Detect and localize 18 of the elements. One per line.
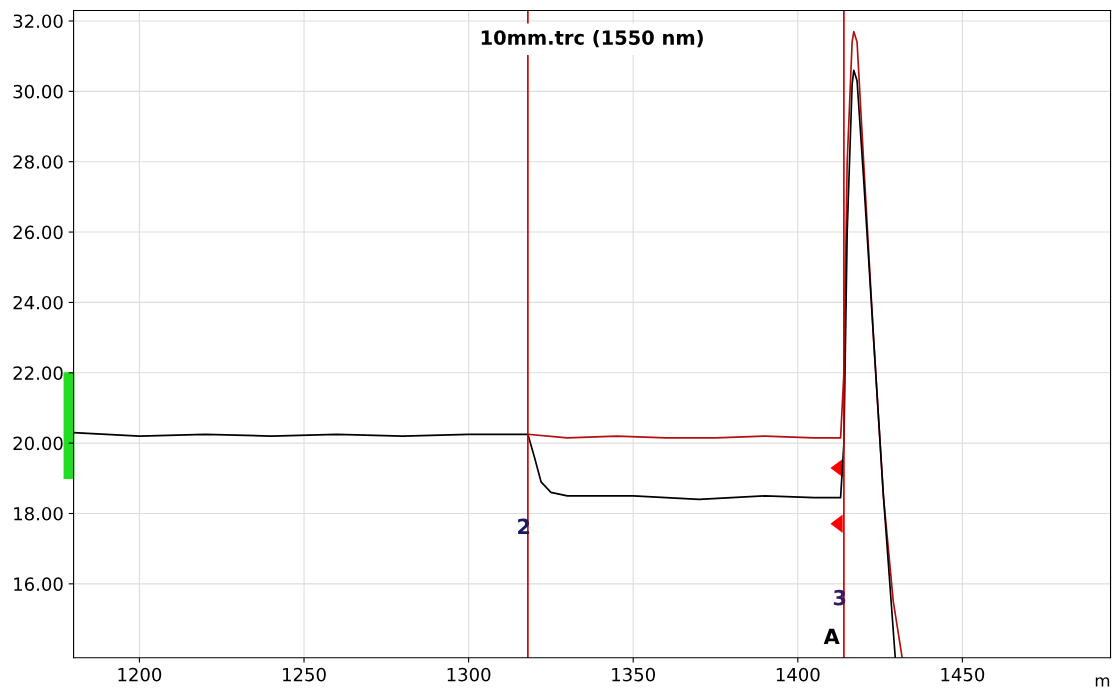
y-tick-label: 32.00 xyxy=(13,14,63,29)
x-tick-label: 1400 xyxy=(776,667,820,682)
x-tick-label: 1450 xyxy=(941,667,985,682)
x-tick-label: 1250 xyxy=(283,667,326,682)
annotation: A xyxy=(823,628,840,645)
y-tick-label: 20.00 xyxy=(13,436,63,451)
y-tick-label: 18.00 xyxy=(14,506,63,521)
x-tick-label: 1200 xyxy=(118,667,162,682)
y-tick-label: 28.00 xyxy=(13,155,63,169)
y-tick-label: 30.00 xyxy=(13,84,63,99)
x-axis-title: m xyxy=(1095,677,1110,687)
y-tick-label: 16.00 xyxy=(14,577,63,591)
x-tick-label: 1350 xyxy=(612,667,655,682)
y-tick-label: 24.00 xyxy=(13,295,63,310)
text: 10mm.trc (1550 nm) xyxy=(481,29,703,48)
x-tick-label: 1300 xyxy=(447,667,491,682)
y-tick-label: 26.00 xyxy=(13,225,63,240)
y-tick-label: 22.00 xyxy=(13,366,63,380)
